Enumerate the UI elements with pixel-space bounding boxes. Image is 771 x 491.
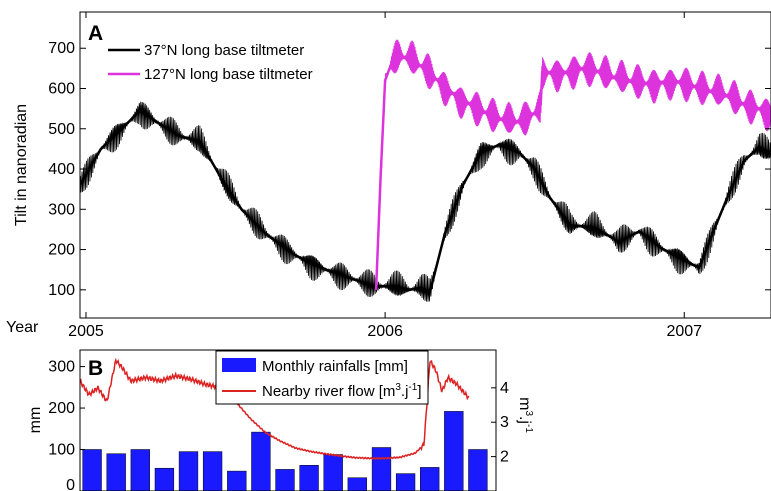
x-tick-label: 2005 bbox=[68, 323, 104, 340]
y-tick-label: 200 bbox=[48, 242, 75, 259]
rainfall-bar bbox=[178, 451, 199, 491]
rainfall-bar bbox=[251, 431, 271, 491]
x-tick-label: 2006 bbox=[367, 323, 403, 340]
legend-label-127n: 127°N long base tiltmeter bbox=[144, 66, 313, 83]
rainfall-bar bbox=[323, 454, 343, 491]
legend-label-river: Nearby river flow [m3.j-1] bbox=[262, 382, 422, 400]
series-trend-0 bbox=[80, 108, 771, 294]
rainfall-bar bbox=[420, 467, 440, 491]
river-label-main: Nearby river flow [m bbox=[262, 383, 395, 400]
panel-b-y2-ticks: 2 3 4 bbox=[491, 380, 509, 466]
rainfall-bar bbox=[299, 465, 319, 491]
y-tick-label: 500 bbox=[48, 121, 75, 138]
legend-label-37n: 37°N long base tiltmeter bbox=[144, 42, 304, 59]
rainfall-bar bbox=[275, 469, 295, 491]
rainfall-bar bbox=[468, 449, 488, 491]
panel-a-series-layer bbox=[80, 39, 771, 302]
rainfall-bar bbox=[82, 449, 102, 491]
legend-swatch-rainfall bbox=[222, 358, 256, 372]
panel-a-x-axis-label: Year bbox=[6, 319, 39, 336]
series-trend-1 bbox=[374, 54, 771, 290]
rainfall-bar bbox=[371, 447, 392, 491]
b-y2-tick-label: 3 bbox=[500, 414, 509, 431]
panel-b-y-axis-label: mm bbox=[27, 407, 44, 434]
rainfall-bar bbox=[395, 473, 416, 491]
y-tick-label: 400 bbox=[48, 161, 75, 178]
panel-b-label: B bbox=[88, 357, 103, 380]
panel-a-y-ticks: 100 200 300 400 500 600 700 bbox=[48, 40, 771, 299]
rainfall-bar bbox=[154, 467, 175, 491]
x-tick-label: 2007 bbox=[666, 323, 702, 340]
b-y2-tick-label: 2 bbox=[500, 449, 509, 466]
panel-b-river-flow bbox=[79, 357, 470, 460]
b-y-tick-label: 0 bbox=[66, 477, 75, 491]
panel-b-y-ticks: 0 100 200 300 bbox=[48, 359, 85, 491]
rainfall-bar bbox=[130, 449, 150, 491]
panel-a-axes-frame bbox=[79, 11, 771, 319]
y-tick-label: 100 bbox=[48, 282, 75, 299]
panel-b-legend: Monthly rainfalls [mm] Nearby river flow… bbox=[215, 350, 429, 405]
river-label-sup1: 3 bbox=[395, 382, 401, 393]
river-label-sup2: -1 bbox=[408, 382, 417, 393]
rainfall-bar bbox=[227, 470, 247, 491]
series-line-0 bbox=[80, 101, 771, 302]
y2-unit-sup2: -1 bbox=[523, 424, 534, 433]
y-tick-label: 600 bbox=[48, 81, 75, 98]
river-label-mid: .j bbox=[401, 383, 409, 400]
panel-a-tilt-chart: 100 200 300 400 500 600 700 2005 2006 2007 A Til… bbox=[6, 11, 771, 340]
panel-b-y2-axis-label: m3.j-1 bbox=[516, 397, 534, 433]
panel-a-label: A bbox=[88, 22, 103, 45]
rainfall-bar bbox=[347, 477, 367, 491]
y-tick-label: 700 bbox=[48, 40, 75, 57]
panel-a-x-ticks: 2005 2006 2007 bbox=[68, 12, 702, 340]
legend-label-rainfall: Monthly rainfalls [mm] bbox=[262, 358, 408, 375]
b-y-tick-label: 100 bbox=[48, 442, 75, 459]
rainfall-bar bbox=[202, 451, 223, 491]
y-tick-label: 300 bbox=[48, 201, 75, 218]
y2-unit-mid: .j bbox=[516, 416, 533, 424]
y2-unit-sup1: 3 bbox=[523, 410, 534, 416]
panel-b-bars bbox=[82, 411, 488, 491]
b-y-tick-label: 200 bbox=[48, 400, 75, 417]
panel-a-y-axis-label: Tilt in nanoradian bbox=[13, 104, 30, 226]
river-label-end: ] bbox=[417, 383, 421, 400]
b-y-tick-label: 300 bbox=[48, 359, 75, 376]
rainfall-bar bbox=[106, 453, 126, 491]
rainfall-bar bbox=[444, 411, 464, 491]
b-y2-tick-label: 4 bbox=[500, 380, 509, 397]
series-line-1 bbox=[375, 39, 771, 288]
y2-unit-m: m bbox=[516, 397, 533, 410]
panel-a-legend: 37°N long base tiltmeter 127°N long base… bbox=[108, 42, 313, 83]
river-flow-line bbox=[79, 357, 470, 460]
panel-b-axes-frame bbox=[79, 349, 497, 491]
